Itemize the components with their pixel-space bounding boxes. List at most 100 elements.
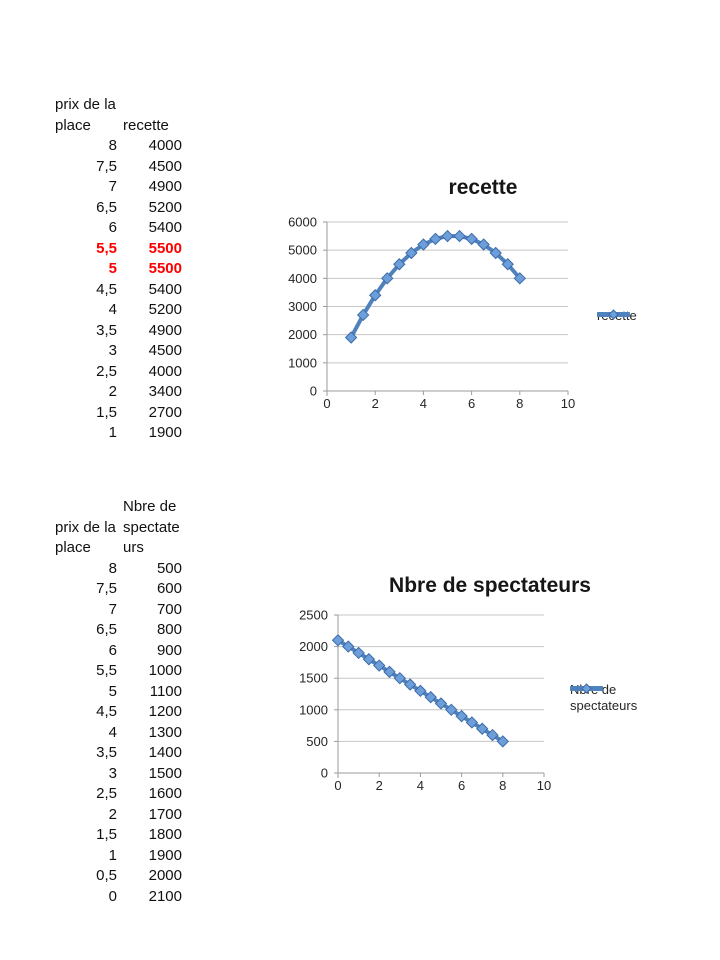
table-row: 5,5 5500: [55, 239, 182, 260]
legend-line-diamond-icon: [597, 309, 630, 320]
y-tick-label: 5000: [288, 243, 317, 258]
x-tick-label: 10: [561, 396, 575, 411]
y-tick-label: 2000: [299, 639, 328, 654]
recette-table-body: 8 4000 7,5 4500 7 4900 6,5 5200 6 5400 5,5 5500 5 550…: [55, 136, 182, 444]
table-row: 4,5 5400: [55, 280, 182, 301]
spectateurs-chart-plot: 0 500 1000 1500 2000 2500 0 2 4 6 8 10: [299, 608, 551, 794]
data-point-marker: [465, 716, 479, 729]
price-cell: 8: [108, 559, 117, 577]
data-point-marker: [475, 722, 489, 735]
value-cell: 1700: [148, 805, 182, 823]
table-row: 0 2100: [55, 887, 182, 908]
data-point-marker: [352, 646, 365, 660]
price-column-header: prix de la place: [55, 518, 116, 557]
spectateurs-chart-title: Nbre de spectateurs: [389, 574, 591, 597]
x-tick-label: 6: [468, 396, 475, 411]
table-row: 2,5 4000: [55, 362, 182, 383]
table-row: 8 4000: [55, 136, 182, 157]
value-cell: 2700: [148, 403, 182, 421]
legend-diamond: [581, 683, 592, 694]
value-cell: 1300: [148, 723, 182, 741]
value-cell: 1900: [148, 424, 182, 441]
table-row: 1,5 1800: [55, 825, 182, 846]
spectateurs-chart: Nbre de spectateurs 0 500 1000 1500 2000 2500…: [290, 570, 690, 805]
data-point-marker: [424, 690, 437, 704]
value-cell: 1100: [149, 682, 182, 700]
x-tick-label: 8: [516, 396, 523, 411]
data-point-marker: [429, 232, 442, 246]
price-cell: 0: [108, 887, 117, 905]
data-point-marker: [344, 331, 358, 344]
table-row: 7,5 600: [55, 579, 182, 600]
y-tick-label: 2500: [299, 608, 328, 623]
recette-table: prix de la place recette 8 4000 7,5 4500 7 49…: [55, 95, 182, 444]
value-cell: 5200: [148, 198, 182, 216]
value-cell: 2100: [148, 887, 182, 905]
value-cell: 1200: [148, 703, 182, 720]
data-point-marker: [417, 238, 430, 251]
x-tick-label: 8: [499, 778, 506, 793]
value-cell: 1500: [148, 764, 182, 782]
price-cell: 3: [108, 342, 117, 359]
price-cell: 5,5: [96, 662, 117, 679]
table-row: 1,5 2700: [55, 403, 182, 424]
value-cell: 4500: [148, 342, 182, 359]
x-tick-label: 6: [458, 778, 465, 793]
value-cell: 3400: [148, 383, 182, 400]
price-cell: 2: [108, 805, 117, 823]
data-point-marker: [455, 709, 468, 723]
value-cell: 5500: [148, 239, 182, 257]
table-row: 4,5 1200: [55, 702, 182, 723]
data-point-marker: [356, 308, 370, 322]
price-cell: 1,5: [96, 403, 117, 421]
data-point-marker: [501, 258, 514, 271]
price-cell: 4,5: [96, 703, 117, 720]
value-cell: 4500: [148, 157, 182, 175]
price-cell: 6: [108, 641, 117, 659]
x-tick-label: 2: [372, 396, 379, 411]
price-cell: 7,5: [96, 157, 117, 175]
price-column-header: prix de la place: [55, 96, 116, 134]
y-tick-label: 0: [321, 766, 328, 781]
data-point-marker: [465, 232, 478, 246]
value-cell: 4900: [148, 178, 182, 195]
recette-column-header: recette: [123, 116, 169, 134]
data-point-marker: [496, 735, 510, 748]
data-point-marker: [381, 272, 394, 285]
data-point-marker: [434, 697, 448, 710]
y-tick-label: 6000: [288, 215, 317, 230]
y-tick-label: 1000: [299, 702, 328, 717]
x-tick-label: 2: [376, 778, 383, 793]
price-cell: 2: [108, 383, 117, 400]
value-cell: 4000: [148, 137, 182, 154]
price-cell: 4: [108, 723, 117, 741]
table-row: 4 1300: [55, 723, 182, 744]
data-point-marker: [372, 659, 386, 672]
value-cell: 2000: [148, 867, 182, 884]
table-row: 0,5 2000: [55, 866, 182, 887]
legend-line-diamond-icon: [570, 683, 603, 694]
data-point-marker: [393, 671, 407, 685]
table-row: 3,5 4900: [55, 321, 182, 342]
table-row: 2 3400: [55, 382, 182, 403]
spectateurs-chart-legend: Nbre de spectateurs: [570, 682, 640, 714]
table-row: 3 4500: [55, 341, 182, 362]
recette-chart-title: recette: [448, 176, 518, 199]
data-point-marker: [453, 229, 466, 243]
value-cell: 4900: [148, 321, 182, 339]
data-point-marker: [331, 634, 345, 647]
value-cell: 1000: [148, 662, 182, 679]
value-cell: 1600: [148, 785, 182, 802]
spectateurs-table-body: 8 500 7,5 600 7 700 6,5 800 6 900 5,5 1000 5 1100 4,5 1…: [55, 559, 182, 908]
data-point-marker: [414, 684, 427, 698]
data-point-marker: [513, 272, 527, 285]
value-cell: 1800: [148, 826, 182, 843]
price-cell: 1,5: [96, 826, 117, 843]
x-tick-label: 0: [323, 396, 330, 411]
price-cell: 3,5: [96, 744, 117, 761]
table-row: 8 500: [55, 559, 182, 580]
table-row: 2,5 1600: [55, 784, 182, 805]
table-row: 3,5 1400: [55, 743, 182, 764]
table-row: 7,5 4500: [55, 157, 182, 178]
value-cell: 5400: [148, 280, 182, 298]
